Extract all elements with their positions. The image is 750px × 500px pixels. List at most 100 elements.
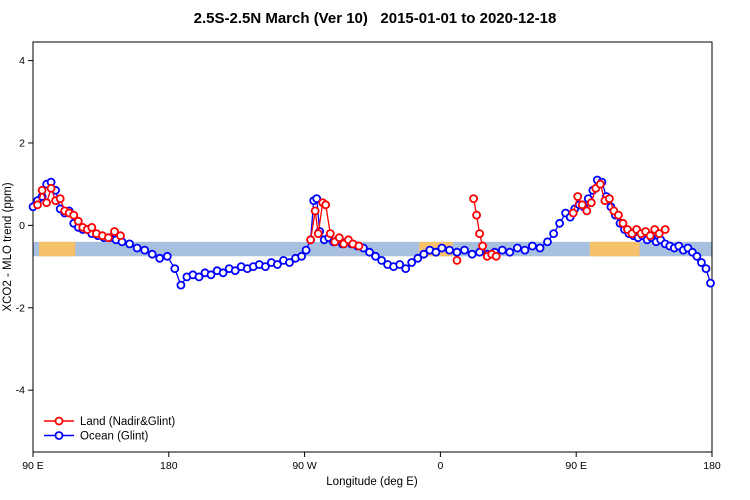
ocean-data-point — [155, 253, 165, 263]
land-data-point — [469, 194, 479, 204]
land-data-point — [582, 206, 592, 216]
x-tick-label: 90 E — [565, 460, 587, 472]
land-data-point — [73, 216, 83, 226]
ocean-data-point — [206, 270, 216, 280]
land-data-point — [478, 241, 488, 251]
ocean-data-point — [460, 245, 469, 255]
land-data-point — [568, 208, 578, 218]
ocean-data-point — [365, 247, 374, 257]
land-data-point — [110, 227, 119, 236]
x-tick-label: 180 — [703, 460, 721, 472]
land-data-point — [577, 200, 587, 210]
ocean-data-point — [445, 245, 454, 255]
land-data-point — [310, 206, 320, 216]
land-data-point — [654, 229, 664, 239]
land-data-point — [37, 185, 47, 195]
x-axis-label: Longitude (deg E) — [326, 476, 418, 488]
land-data-point — [452, 255, 462, 265]
y-tick-label: -2 — [16, 302, 25, 314]
ocean-data-point — [543, 237, 552, 247]
ocean-data-point — [497, 245, 507, 255]
land-data-point — [104, 233, 113, 243]
ocean-data-point — [285, 258, 294, 267]
ocean-data-point — [549, 229, 558, 239]
chart-title: 2.5S-2.5N March (Ver 10) 2015-01-01 to 2… — [193, 10, 557, 27]
land-data-point — [306, 235, 316, 245]
land-data-point — [491, 251, 501, 261]
ocean-data-point — [555, 218, 564, 228]
ocean-data-point — [419, 249, 429, 259]
land-data-point — [42, 198, 51, 208]
x-tick-label: 180 — [160, 460, 178, 472]
ocean-data-point — [301, 245, 311, 255]
land-data-point — [46, 183, 56, 193]
ocean-data-point — [697, 258, 706, 267]
ocean-data-point — [692, 251, 702, 261]
legend-label-ocean: Ocean (Glint) — [80, 431, 149, 443]
ocean-data-point — [395, 260, 405, 269]
ocean-data-point — [176, 280, 186, 290]
reference-band-highlight — [39, 241, 76, 257]
ocean-data-point — [260, 262, 270, 272]
land-data-point — [645, 231, 655, 241]
x-tick-label: 90 W — [292, 460, 317, 472]
land-data-point — [321, 200, 331, 210]
ocean-data-point — [297, 251, 307, 261]
ocean-data-point — [230, 266, 240, 276]
legend-marker-ocean — [54, 431, 64, 440]
ocean-data-point — [132, 243, 142, 253]
ocean-data-point — [413, 253, 423, 263]
land-data-point — [586, 198, 596, 208]
ocean-data-point — [194, 272, 204, 282]
ocean-data-point — [528, 241, 537, 251]
ocean-data-point — [706, 278, 715, 288]
ocean-data-point — [371, 251, 380, 261]
plot-border — [32, 41, 713, 453]
y-tick-label: 2 — [19, 137, 25, 149]
y-tick-label: 4 — [19, 55, 25, 67]
land-data-point — [313, 229, 323, 239]
ocean-data-point — [431, 247, 441, 257]
ocean-data-point — [505, 247, 515, 257]
ocean-data-point — [520, 245, 530, 255]
land-data-point — [614, 210, 623, 220]
land-data-point — [334, 233, 344, 243]
land-data-point — [354, 241, 364, 251]
ocean-data-point — [401, 264, 411, 274]
ocean-data-point — [312, 194, 322, 204]
land-data-point — [87, 222, 97, 232]
land-data-point — [605, 194, 614, 204]
ocean-data-point — [467, 249, 477, 259]
legend-label-land: Land (Nadir&Glint) — [80, 416, 175, 428]
reference-band-highlight — [589, 241, 640, 257]
ocean-data-point — [147, 249, 157, 259]
land-data-point — [472, 210, 482, 220]
land-data-point — [69, 210, 79, 220]
ocean-data-point — [701, 264, 711, 274]
land-data-point — [55, 194, 65, 204]
land-data-point — [475, 229, 485, 239]
y-tick-label: -4 — [16, 385, 25, 397]
ocean-data-point — [437, 243, 447, 253]
ocean-data-point — [377, 255, 387, 265]
ocean-data-point — [535, 243, 545, 253]
ocean-data-point — [218, 268, 228, 278]
ocean-data-point — [170, 264, 180, 274]
y-tick-label: 0 — [19, 220, 25, 232]
land-data-point — [595, 179, 605, 189]
x-tick-label: 0 — [437, 460, 443, 472]
ocean-data-point — [513, 243, 522, 253]
land-data-point — [33, 200, 42, 210]
ocean-data-point — [452, 247, 462, 257]
land-data-point — [618, 218, 628, 228]
ocean-data-point — [162, 251, 172, 261]
land-data-point — [325, 229, 335, 239]
ocean-data-point — [125, 239, 135, 249]
land-data-point — [660, 225, 670, 234]
y-axis-label: XCO2 - MLO trend (ppm) — [2, 182, 14, 311]
land-data-point — [116, 231, 125, 241]
ocean-data-point — [272, 260, 282, 269]
x-tick-label: 90 E — [22, 460, 44, 472]
